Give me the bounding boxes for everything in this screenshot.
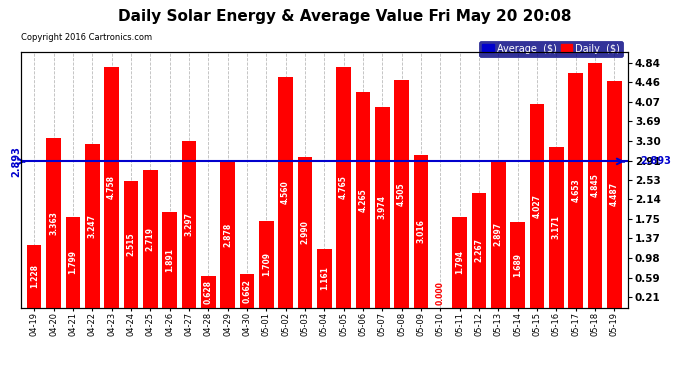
- Text: 4.845: 4.845: [591, 173, 600, 197]
- Bar: [414, 155, 428, 308]
- Bar: [549, 147, 564, 308]
- Bar: [46, 138, 61, 308]
- Bar: [27, 246, 41, 308]
- Text: 3.171: 3.171: [552, 216, 561, 240]
- Text: 2.719: 2.719: [146, 227, 155, 251]
- Text: 1.709: 1.709: [262, 252, 270, 276]
- Text: 3.297: 3.297: [184, 212, 193, 236]
- Text: Copyright 2016 Cartronics.com: Copyright 2016 Cartronics.com: [21, 33, 152, 42]
- Text: 3.974: 3.974: [378, 195, 387, 219]
- Text: 3.016: 3.016: [417, 219, 426, 243]
- Legend: Average  ($), Daily  ($): Average ($), Daily ($): [480, 41, 623, 57]
- Bar: [201, 276, 215, 308]
- Text: 1.891: 1.891: [165, 248, 174, 272]
- Text: 2.893: 2.893: [11, 146, 21, 177]
- Bar: [491, 161, 506, 308]
- Bar: [220, 162, 235, 308]
- Bar: [181, 141, 196, 308]
- Bar: [569, 72, 583, 308]
- Text: 0.628: 0.628: [204, 280, 213, 304]
- Text: 2.897: 2.897: [494, 222, 503, 246]
- Text: 1.799: 1.799: [68, 250, 77, 274]
- Bar: [66, 217, 80, 308]
- Text: 1.161: 1.161: [319, 266, 329, 290]
- Text: 2.515: 2.515: [126, 232, 135, 256]
- Bar: [85, 144, 99, 308]
- Bar: [453, 217, 467, 308]
- Bar: [395, 80, 409, 308]
- Text: 3.363: 3.363: [49, 211, 58, 234]
- Bar: [124, 180, 138, 308]
- Bar: [337, 67, 351, 308]
- Bar: [511, 222, 525, 308]
- Text: 1.794: 1.794: [455, 250, 464, 274]
- Text: 4.505: 4.505: [397, 182, 406, 206]
- Text: 2.990: 2.990: [300, 220, 309, 244]
- Bar: [356, 92, 371, 308]
- Text: 4.560: 4.560: [281, 180, 290, 204]
- Text: 2.893: 2.893: [640, 156, 671, 166]
- Text: 2.878: 2.878: [223, 223, 232, 247]
- Text: 4.265: 4.265: [359, 188, 368, 212]
- Text: 1.689: 1.689: [513, 253, 522, 277]
- Text: 1.228: 1.228: [30, 264, 39, 288]
- Bar: [162, 212, 177, 308]
- Bar: [375, 107, 390, 307]
- Bar: [588, 63, 602, 308]
- Bar: [607, 81, 622, 308]
- Text: 4.653: 4.653: [571, 178, 580, 202]
- Bar: [317, 249, 332, 308]
- Text: Daily Solar Energy & Average Value Fri May 20 20:08: Daily Solar Energy & Average Value Fri M…: [118, 9, 572, 24]
- Bar: [530, 104, 544, 308]
- Text: 0.000: 0.000: [436, 281, 445, 305]
- Text: 0.662: 0.662: [242, 279, 251, 303]
- Text: 3.247: 3.247: [88, 213, 97, 237]
- Text: 4.487: 4.487: [610, 182, 619, 206]
- Bar: [278, 77, 293, 308]
- Text: 4.765: 4.765: [339, 175, 348, 199]
- Text: 4.758: 4.758: [107, 176, 116, 200]
- Bar: [239, 274, 254, 308]
- Bar: [143, 170, 157, 308]
- Text: 4.027: 4.027: [533, 194, 542, 218]
- Bar: [297, 156, 312, 308]
- Text: 2.267: 2.267: [475, 238, 484, 262]
- Bar: [259, 221, 273, 308]
- Bar: [104, 67, 119, 308]
- Bar: [472, 193, 486, 308]
